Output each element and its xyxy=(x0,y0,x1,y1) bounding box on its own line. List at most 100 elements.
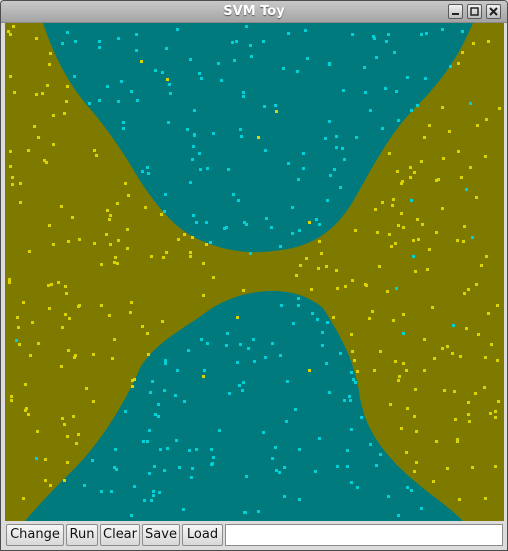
class-a-point xyxy=(85,387,88,390)
class-a-point xyxy=(95,154,98,157)
clear-button[interactable]: Clear xyxy=(100,524,140,546)
class-b-point xyxy=(355,136,358,139)
class-b-point xyxy=(242,95,245,98)
class-a-point xyxy=(446,345,449,348)
class-a-point xyxy=(415,461,418,464)
class-b-point xyxy=(237,199,240,202)
class-b-point xyxy=(297,304,300,307)
class-b-point xyxy=(188,449,191,452)
change-button[interactable]: Change xyxy=(6,524,64,546)
class-b-point xyxy=(384,87,387,90)
class-b-point xyxy=(278,471,281,474)
class-b-point xyxy=(321,331,324,334)
class-b-point xyxy=(264,149,267,152)
minimize-icon[interactable] xyxy=(448,4,463,19)
class-a-point xyxy=(416,218,419,221)
class-b-point xyxy=(373,37,376,40)
class-a-point xyxy=(494,410,497,413)
class-a-point xyxy=(299,264,302,267)
class-a-point xyxy=(485,255,488,258)
class-a-point xyxy=(381,201,384,204)
class-b-point xyxy=(240,135,243,138)
class-a-point xyxy=(484,155,487,158)
class-a-point xyxy=(354,229,357,232)
class-b-point xyxy=(148,429,151,432)
class-b-point xyxy=(168,83,171,86)
class-a-point xyxy=(401,180,404,183)
class-b-point xyxy=(410,109,413,112)
class-b-point xyxy=(110,490,113,493)
class-b-point xyxy=(287,162,290,165)
class-a-point xyxy=(458,498,461,501)
class-a-point xyxy=(456,239,459,242)
class-b-point xyxy=(321,344,324,347)
class-a-point xyxy=(435,231,438,234)
class-a-point xyxy=(48,307,51,310)
class-a-point xyxy=(67,349,70,352)
class-b-point xyxy=(286,380,289,383)
class-b-point xyxy=(296,70,299,73)
class-b-point xyxy=(350,371,353,374)
class-b-point xyxy=(106,85,109,88)
decision-plot[interactable] xyxy=(5,23,504,521)
class-a-point xyxy=(66,461,69,464)
title-bar[interactable]: SVM Toy xyxy=(1,1,507,23)
class-b-point xyxy=(235,40,238,43)
class-b-point xyxy=(217,62,220,65)
class-a-point xyxy=(45,161,48,164)
class-b-point xyxy=(265,217,268,220)
class-a-point xyxy=(66,85,69,88)
class-a-point xyxy=(9,33,12,36)
class-a-point xyxy=(49,52,52,55)
maximize-icon[interactable] xyxy=(467,4,482,19)
class-a-point xyxy=(325,265,328,268)
class-a-point xyxy=(22,301,25,304)
class-b-point xyxy=(206,342,209,345)
class-a-point xyxy=(497,400,500,403)
class-a-point xyxy=(60,205,63,208)
save-button[interactable]: Save xyxy=(142,524,180,546)
class-b-point xyxy=(425,32,428,35)
class-a-point xyxy=(305,257,308,260)
class-b-point xyxy=(471,236,474,239)
class-a-point xyxy=(11,176,14,179)
load-button[interactable]: Load xyxy=(182,524,223,546)
svm-canvas[interactable] xyxy=(5,23,504,521)
class-a-point xyxy=(471,466,474,469)
class-b-point xyxy=(352,378,355,381)
class-b-point xyxy=(441,28,444,31)
close-icon[interactable] xyxy=(486,4,501,19)
class-a-point xyxy=(397,224,400,227)
class-a-point xyxy=(391,204,394,207)
class-b-point xyxy=(146,166,149,169)
class-b-point xyxy=(135,49,138,52)
run-button[interactable]: Run xyxy=(66,524,98,546)
class-b-point xyxy=(206,167,209,170)
class-b-point xyxy=(232,193,235,196)
class-a-point xyxy=(57,281,60,284)
class-a-point xyxy=(205,243,208,246)
class-b-point xyxy=(239,128,242,131)
class-b-point xyxy=(66,31,69,34)
class-a-point xyxy=(48,63,51,66)
class-a-point xyxy=(428,124,431,127)
class-a-point xyxy=(257,136,260,139)
class-b-point xyxy=(410,199,413,202)
class-a-point xyxy=(441,347,444,350)
class-b-point xyxy=(143,499,146,502)
class-b-point xyxy=(122,121,125,124)
class-b-point xyxy=(164,362,167,365)
class-a-point xyxy=(441,207,444,210)
class-a-point xyxy=(166,78,169,81)
class-a-point xyxy=(35,37,38,40)
class-b-point xyxy=(239,343,242,346)
class-b-point xyxy=(315,218,318,221)
class-b-point xyxy=(189,58,192,61)
class-b-point xyxy=(220,79,223,82)
class-b-point xyxy=(333,168,336,171)
class-b-point xyxy=(387,33,390,36)
parameters-input[interactable] xyxy=(225,524,503,546)
class-b-point xyxy=(283,495,286,498)
class-b-point xyxy=(157,415,160,418)
class-a-point xyxy=(77,433,80,436)
